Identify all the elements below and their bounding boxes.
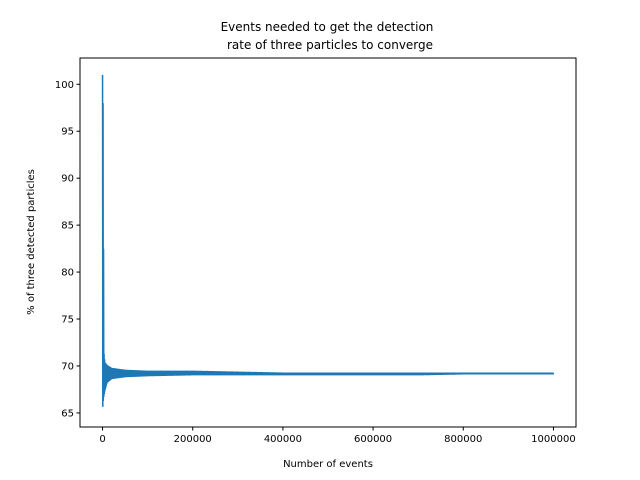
- x-tick-label: 400000: [264, 434, 302, 445]
- x-axis: 0 200000 400000 600000 800000 1000000: [99, 427, 576, 445]
- y-tick-label: 65: [61, 408, 74, 419]
- y-tick-label: 100: [55, 80, 74, 91]
- axes-frame: [79, 57, 577, 428]
- x-tick-label: 800000: [444, 434, 482, 445]
- x-axis-label: Number of events: [283, 459, 373, 470]
- chart-title: Events needed to get the detection rate …: [221, 20, 434, 52]
- x-tick-label: 0: [99, 434, 105, 445]
- chart-title-line-1: Events needed to get the detection: [221, 20, 434, 34]
- y-tick-label: 95: [61, 127, 74, 138]
- series-line: [101, 74, 555, 407]
- x-tick-label: 600000: [354, 434, 392, 445]
- y-tick-label: 90: [61, 174, 74, 185]
- y-tick-label: 80: [61, 268, 74, 279]
- x-tick-label: 200000: [174, 434, 212, 445]
- chart-title-line-2: rate of three particles to converge: [227, 38, 433, 52]
- y-tick-label: 75: [61, 315, 74, 326]
- y-tick-label: 70: [61, 361, 74, 372]
- x-tick-label: 1000000: [531, 434, 576, 445]
- y-axis-label: % of three detected particles: [26, 169, 37, 315]
- y-axis: 65 70 75 80 85 90 95 100: [55, 80, 80, 419]
- y-tick-label: 85: [61, 221, 74, 232]
- plot-area: [101, 74, 555, 407]
